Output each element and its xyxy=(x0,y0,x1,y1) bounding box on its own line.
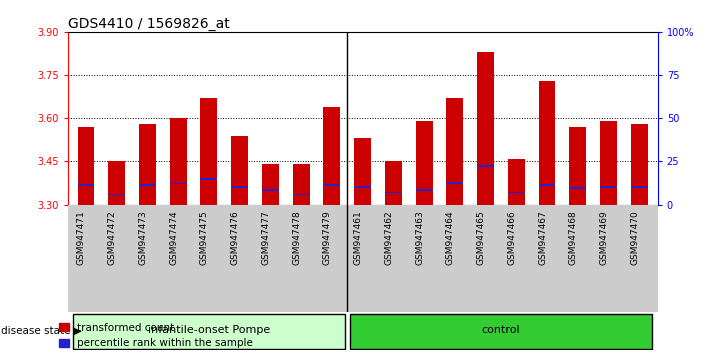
Text: GSM947461: GSM947461 xyxy=(353,210,363,265)
Bar xyxy=(231,186,248,188)
Bar xyxy=(231,136,248,205)
Bar xyxy=(139,184,156,186)
Text: GSM947473: GSM947473 xyxy=(139,210,147,265)
Bar xyxy=(77,127,95,205)
Text: GSM947466: GSM947466 xyxy=(507,210,516,265)
Bar xyxy=(73,314,345,349)
Bar xyxy=(262,189,279,191)
Bar xyxy=(324,184,341,186)
Bar xyxy=(600,187,617,188)
Bar xyxy=(170,183,187,184)
Bar xyxy=(477,165,494,167)
Text: GSM947464: GSM947464 xyxy=(446,210,455,264)
Text: GDS4410 / 1569826_at: GDS4410 / 1569826_at xyxy=(68,17,229,31)
Bar xyxy=(354,138,371,205)
Bar xyxy=(350,314,652,349)
Text: infantile-onset Pompe: infantile-onset Pompe xyxy=(148,325,270,336)
Bar xyxy=(139,124,156,205)
Text: GSM947469: GSM947469 xyxy=(599,210,609,265)
Bar xyxy=(570,187,586,189)
Text: GSM947471: GSM947471 xyxy=(77,210,86,265)
Bar xyxy=(293,194,309,195)
Bar xyxy=(600,121,617,205)
Text: GSM947463: GSM947463 xyxy=(415,210,424,265)
Bar xyxy=(416,189,432,191)
Bar xyxy=(508,192,525,193)
Bar xyxy=(201,98,218,205)
Bar xyxy=(385,161,402,205)
Bar xyxy=(447,98,464,205)
Bar xyxy=(108,161,125,205)
Text: GSM947479: GSM947479 xyxy=(323,210,332,265)
Bar xyxy=(262,164,279,205)
Text: GSM947462: GSM947462 xyxy=(385,210,393,264)
Text: disease state ▶: disease state ▶ xyxy=(1,326,82,336)
Bar xyxy=(201,178,218,180)
Bar xyxy=(570,127,586,205)
Text: GSM947478: GSM947478 xyxy=(292,210,301,265)
Bar xyxy=(477,52,494,205)
Bar xyxy=(631,124,648,205)
Text: GSM947468: GSM947468 xyxy=(569,210,578,265)
Legend: transformed count, percentile rank within the sample: transformed count, percentile rank withi… xyxy=(55,319,257,352)
Bar xyxy=(354,186,371,188)
Text: GSM947476: GSM947476 xyxy=(230,210,240,265)
Bar xyxy=(293,164,309,205)
Text: GSM947474: GSM947474 xyxy=(169,210,178,264)
Bar xyxy=(324,107,341,205)
Text: GSM947465: GSM947465 xyxy=(476,210,486,265)
Bar xyxy=(538,81,555,205)
Text: GSM947477: GSM947477 xyxy=(262,210,270,265)
Text: control: control xyxy=(481,325,520,336)
Bar xyxy=(416,121,432,205)
Text: GSM947475: GSM947475 xyxy=(200,210,209,265)
Text: GSM947472: GSM947472 xyxy=(108,210,117,264)
Bar xyxy=(538,184,555,186)
Text: GSM947467: GSM947467 xyxy=(538,210,547,265)
Bar xyxy=(631,187,648,188)
Bar xyxy=(77,184,95,186)
Bar xyxy=(508,159,525,205)
Text: GSM947470: GSM947470 xyxy=(630,210,639,265)
Bar xyxy=(170,118,187,205)
Bar xyxy=(385,192,402,193)
Bar xyxy=(108,194,125,195)
Bar xyxy=(447,182,464,184)
